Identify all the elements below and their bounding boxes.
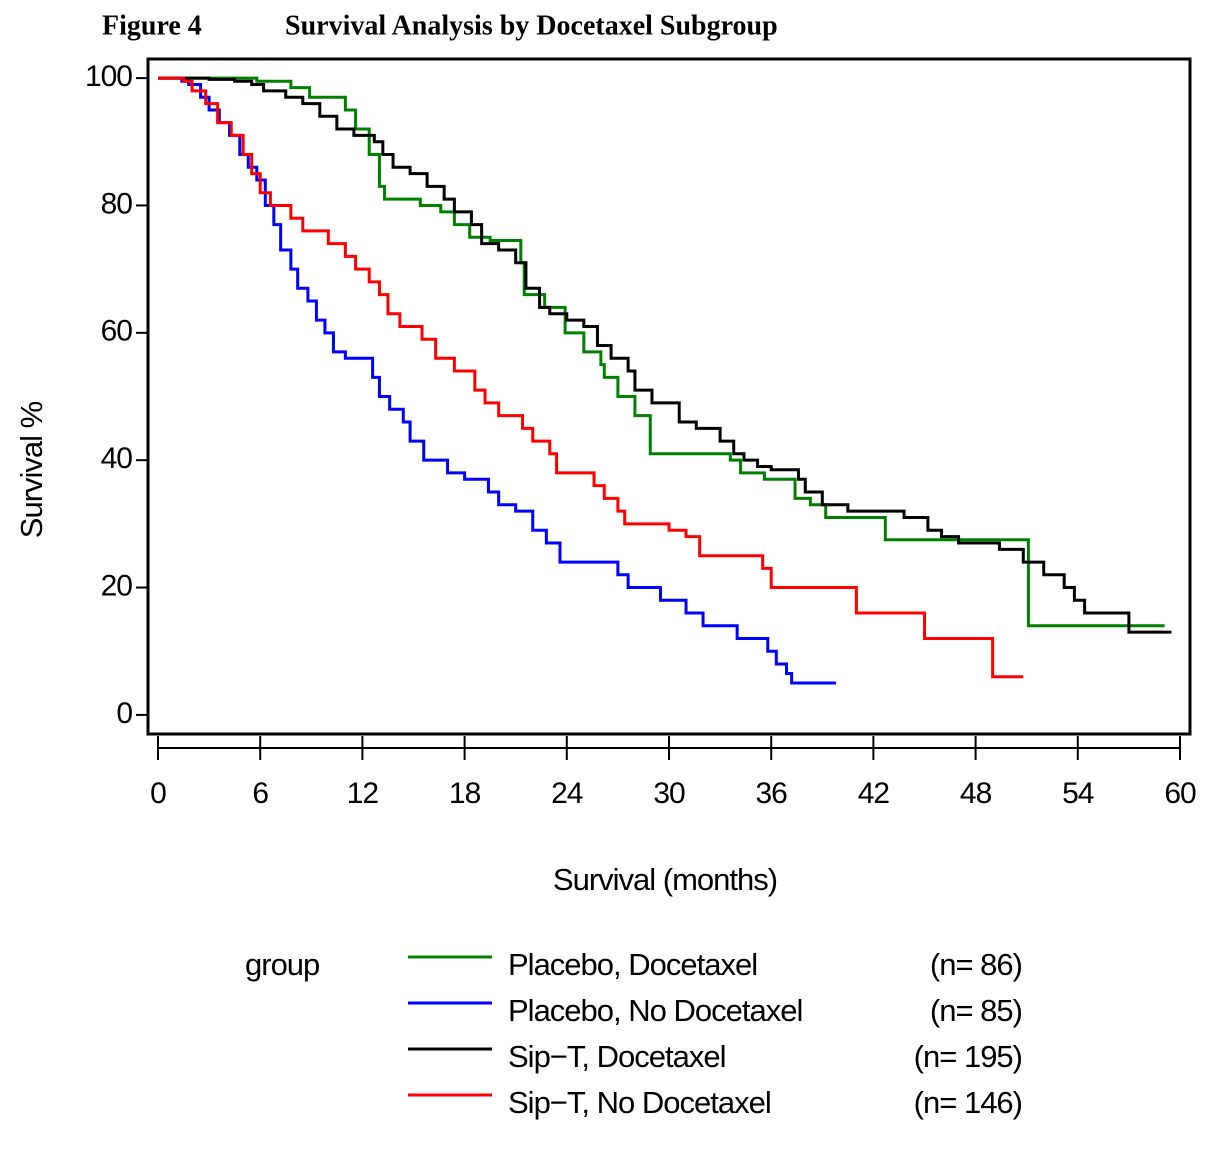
x-tick-label: 42	[858, 777, 890, 810]
x-axis-label: Survival (months)	[553, 862, 777, 897]
legend-label: Sip−T, Docetaxel	[508, 1039, 725, 1074]
x-tick-label: 30	[653, 777, 685, 810]
x-tick-label: 18	[449, 777, 481, 810]
y-tick-label: 20	[101, 569, 133, 602]
survival-curve	[158, 76, 836, 685]
survival-curve	[158, 76, 1024, 679]
legend-title: group	[245, 947, 319, 982]
x-tick-label: 48	[960, 777, 992, 810]
legend-n: (n= 195)	[914, 1039, 1022, 1074]
legend-label: Placebo, No Docetaxel	[508, 993, 802, 1028]
legend-n: (n= 85)	[930, 993, 1022, 1028]
y-tick-label: 100	[85, 60, 132, 93]
legend-label: Placebo, Docetaxel	[508, 947, 757, 982]
survival-curve	[158, 76, 1172, 634]
legend-n: (n= 86)	[930, 947, 1022, 982]
legend-n: (n= 146)	[914, 1085, 1022, 1120]
y-tick-label: 0	[116, 697, 132, 730]
y-axis-label: Survival %	[14, 401, 49, 538]
plot-frame	[146, 57, 1192, 736]
survival-curve	[158, 76, 1165, 628]
x-tick-label: 24	[551, 777, 583, 810]
y-tick-label: 80	[101, 187, 133, 220]
x-tick-label: 36	[756, 777, 788, 810]
x-tick-label: 54	[1062, 777, 1094, 810]
figure-label: Figure 4	[102, 10, 202, 41]
y-tick-label: 60	[101, 315, 133, 348]
legend-label: Sip−T, No Docetaxel	[508, 1085, 771, 1120]
x-tick-label: 12	[347, 777, 379, 810]
x-tick-label: 6	[252, 777, 268, 810]
chart-title: Survival Analysis by Docetaxel Subgroup	[285, 10, 778, 41]
y-tick-label: 40	[101, 442, 133, 475]
x-tick-label: 60	[1164, 777, 1196, 810]
x-tick-label: 0	[150, 777, 166, 810]
